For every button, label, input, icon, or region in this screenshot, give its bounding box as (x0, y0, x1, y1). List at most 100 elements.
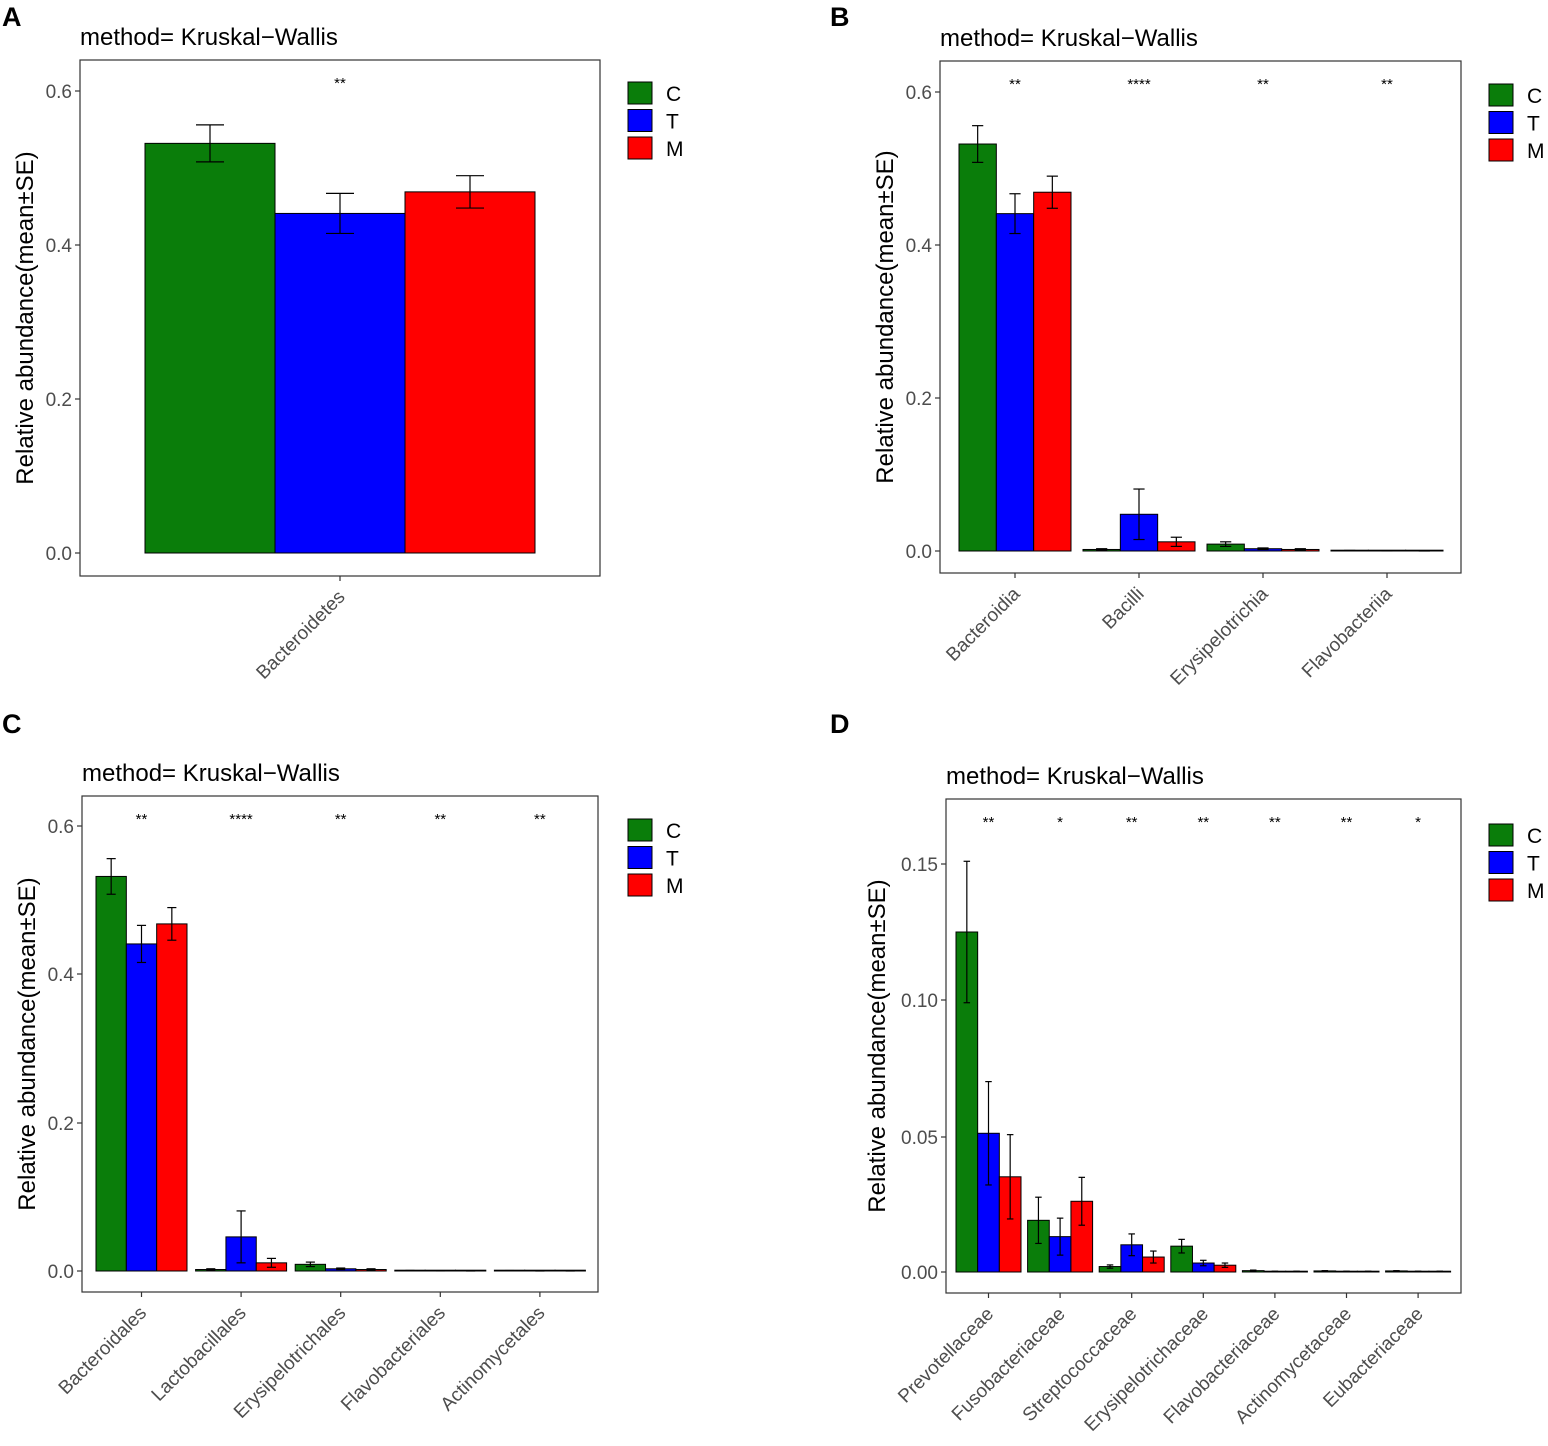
x-tick-label: Bacilli (1099, 584, 1149, 634)
legend-key-m (627, 136, 653, 160)
legend: CTM (1488, 83, 1545, 163)
plot-frame (939, 60, 1462, 574)
legend-label: C (1527, 85, 1542, 108)
significance-label: ** (1126, 814, 1138, 831)
error-bar (1056, 1217, 1064, 1256)
y-axis-label: Relative abundance(mean±SE) (864, 879, 891, 1212)
significance-label: **** (229, 811, 253, 828)
y-tick-label: 0.2 (46, 390, 72, 411)
category-group: ** Bacteroidia (942, 76, 1072, 666)
y-tick-label: 0.0 (48, 1262, 74, 1283)
error-bar (1035, 1196, 1042, 1245)
y-tick-label: 0.2 (48, 1114, 74, 1135)
error-bar (1364, 1270, 1372, 1273)
plot-title: method= Kruskal−Wallis (946, 763, 1204, 790)
error-bar (1436, 1270, 1444, 1273)
category-group: ** Erysipelotrichia (1167, 76, 1320, 690)
error-bar (1294, 548, 1306, 551)
legend-label: C (1527, 825, 1542, 848)
error-bar (1178, 1238, 1185, 1254)
plot-frame (81, 795, 599, 1293)
y-tick-label: 0.05 (901, 1128, 938, 1149)
significance-label: * (1415, 814, 1421, 831)
significance-label: ** (983, 814, 995, 831)
x-tick-label: Erysipelotrichaceae (1081, 1304, 1213, 1436)
legend-label: M (666, 875, 684, 898)
panel-letter: B (830, 2, 850, 32)
plot-title: method= Kruskal−Wallis (940, 25, 1198, 52)
bar-c (95, 875, 127, 1272)
category-group: ** Erysipelotrichales (230, 811, 387, 1423)
x-tick-label: Flavobacteriales (337, 1303, 450, 1416)
x-tick-label: Flavobacteriia (1298, 583, 1397, 682)
significance-label: ** (136, 811, 148, 828)
category-group: **Prevotellaceae (894, 814, 1022, 1407)
plot-frame (945, 798, 1462, 1294)
y-tick-label: 0.10 (901, 991, 938, 1012)
error-bar (1321, 1270, 1329, 1272)
significance-label: ** (334, 75, 346, 92)
legend-key-m (1488, 878, 1514, 902)
x-tick-label: Bacteroidetes (253, 587, 350, 684)
y-tick-label: 0.4 (906, 236, 933, 257)
error-bar (1220, 541, 1232, 548)
error-bar (1106, 1264, 1114, 1269)
legend: CTM (1488, 823, 1545, 903)
error-bar (266, 1257, 276, 1268)
significance-label: ** (335, 811, 347, 828)
y-tick-label: 0.00 (901, 1263, 938, 1284)
bar-m (156, 923, 188, 1272)
significance-label: * (1057, 814, 1063, 831)
bar-t (125, 943, 158, 1272)
error-bar (1170, 536, 1182, 548)
error-bar (1200, 1259, 1207, 1267)
legend-label: C (666, 83, 681, 106)
significance-label: ** (1197, 814, 1209, 831)
error-bar (1271, 1270, 1279, 1273)
error-bar (1221, 1262, 1229, 1268)
error-bar (1078, 1176, 1086, 1226)
y-axis-label: Relative abundance(mean±SE) (12, 151, 39, 484)
error-bar (196, 124, 224, 163)
error-bar (1257, 547, 1269, 551)
y-tick-label: 0.6 (906, 83, 932, 104)
legend-label: T (1527, 113, 1540, 136)
plot-title: method= Kruskal−Wallis (80, 24, 338, 51)
error-bar (336, 1267, 346, 1271)
error-bar (1046, 175, 1058, 209)
significance-label: ** (1381, 76, 1393, 93)
error-bar (456, 175, 484, 209)
error-bar (366, 1268, 376, 1271)
x-tick-label: Bacteroidales (55, 1303, 151, 1399)
legend-label: C (666, 820, 681, 843)
significance-label: **** (1127, 76, 1151, 93)
error-bar (1006, 1134, 1014, 1220)
legend: CTM (627, 818, 684, 898)
error-bar (963, 860, 971, 1004)
legend-label: T (1527, 853, 1540, 876)
significance-label: ** (1257, 76, 1269, 93)
error-bar (206, 1268, 216, 1271)
significance-label: ** (1341, 814, 1353, 831)
legend-label: T (666, 111, 679, 134)
y-tick-label: 0.15 (901, 855, 938, 876)
error-bar (1009, 193, 1021, 235)
legend-key-c (627, 818, 653, 842)
x-tick-label: Erysipelotrichales (230, 1303, 350, 1423)
category-group: ** Bacteroidales (55, 811, 188, 1399)
error-bar (1128, 1233, 1135, 1257)
category-group: ** Bacteroidetes (144, 75, 536, 684)
x-tick-label: Actinomycetales (437, 1303, 550, 1416)
legend-key-c (1488, 83, 1514, 107)
bar-c (958, 143, 997, 552)
y-tick-label: 0.4 (48, 965, 75, 986)
y-tick-label: 0.0 (906, 542, 932, 563)
error-bar (1249, 1269, 1257, 1272)
panel-letter: C (2, 709, 22, 739)
legend-key-m (1488, 138, 1514, 162)
error-bar (236, 1210, 246, 1264)
